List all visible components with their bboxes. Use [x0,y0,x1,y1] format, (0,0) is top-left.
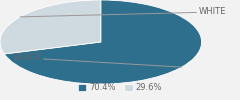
Wedge shape [0,0,101,54]
Wedge shape [4,0,202,84]
Text: BLACK: BLACK [13,54,182,67]
Text: WHITE: WHITE [20,8,227,17]
Legend: 70.4%, 29.6%: 70.4%, 29.6% [74,80,166,96]
